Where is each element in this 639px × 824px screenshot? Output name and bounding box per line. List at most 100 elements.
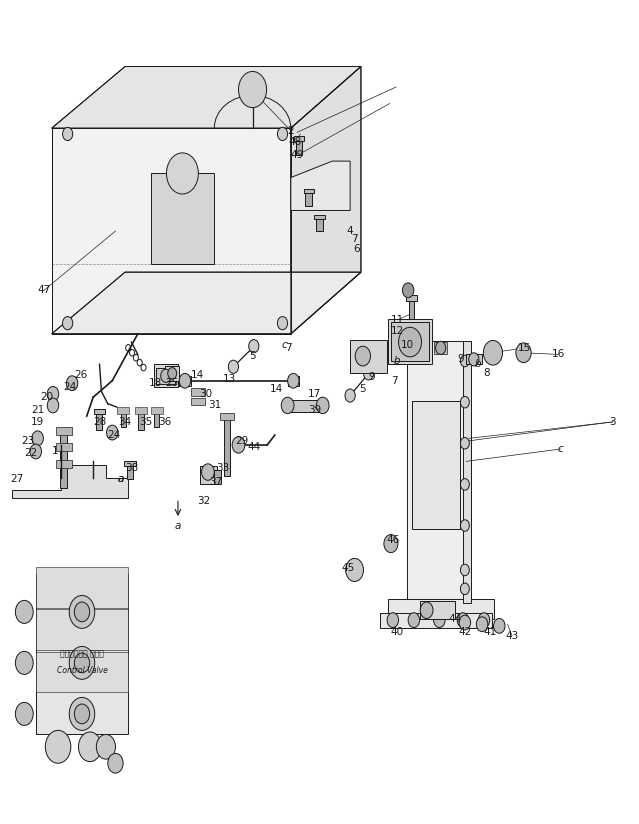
Text: a: a xyxy=(118,475,124,485)
Circle shape xyxy=(316,397,329,414)
Text: 30: 30 xyxy=(199,389,213,399)
Text: 18: 18 xyxy=(148,378,162,388)
Circle shape xyxy=(420,602,433,619)
Bar xyxy=(294,136,304,141)
Bar xyxy=(96,412,102,430)
Bar xyxy=(118,407,130,414)
Text: 6: 6 xyxy=(353,244,360,254)
Circle shape xyxy=(345,389,355,402)
Text: 28: 28 xyxy=(93,417,106,427)
Text: 31: 31 xyxy=(208,400,221,410)
Text: 17: 17 xyxy=(308,389,321,399)
Circle shape xyxy=(399,327,422,357)
Circle shape xyxy=(96,734,116,759)
Text: 8: 8 xyxy=(483,368,490,377)
Text: 14: 14 xyxy=(190,370,204,380)
Text: コントロール バルブ: コントロール バルブ xyxy=(60,650,104,658)
Bar xyxy=(199,466,217,485)
Text: 32: 32 xyxy=(197,496,210,506)
Circle shape xyxy=(74,704,89,723)
Bar xyxy=(151,407,163,414)
Bar xyxy=(380,613,491,628)
Text: 33: 33 xyxy=(216,463,229,473)
Text: 9: 9 xyxy=(369,372,375,382)
Circle shape xyxy=(63,128,73,141)
Circle shape xyxy=(69,647,95,679)
Circle shape xyxy=(30,444,42,459)
Text: 15: 15 xyxy=(518,343,532,353)
Text: 10: 10 xyxy=(401,339,414,349)
Text: 2: 2 xyxy=(288,126,294,136)
Circle shape xyxy=(403,283,414,297)
Circle shape xyxy=(249,339,259,353)
Polygon shape xyxy=(291,162,350,210)
Bar xyxy=(409,298,414,319)
Bar xyxy=(157,368,175,384)
Bar xyxy=(214,470,220,485)
Text: 7: 7 xyxy=(351,234,358,244)
Polygon shape xyxy=(291,67,361,334)
Polygon shape xyxy=(151,173,214,264)
Bar xyxy=(190,388,204,396)
Bar xyxy=(36,574,128,734)
Bar xyxy=(36,567,128,608)
Circle shape xyxy=(47,398,59,413)
Circle shape xyxy=(277,128,288,141)
Bar xyxy=(36,610,128,650)
Bar xyxy=(127,465,134,480)
Text: c: c xyxy=(282,339,288,349)
Text: a: a xyxy=(118,475,124,485)
Bar xyxy=(56,427,72,435)
Polygon shape xyxy=(52,129,291,334)
Bar xyxy=(220,413,234,420)
Text: 5: 5 xyxy=(249,351,256,361)
Circle shape xyxy=(458,613,468,628)
Text: 23: 23 xyxy=(21,436,34,446)
Text: 19: 19 xyxy=(31,417,44,427)
Bar xyxy=(190,398,204,405)
Text: 49: 49 xyxy=(291,150,304,161)
Text: 7: 7 xyxy=(392,376,398,386)
Circle shape xyxy=(47,386,59,401)
Circle shape xyxy=(483,340,502,365)
Bar xyxy=(94,409,105,414)
Circle shape xyxy=(478,613,489,628)
Bar xyxy=(408,341,468,603)
Text: 13: 13 xyxy=(222,374,236,384)
Text: 27: 27 xyxy=(10,475,23,485)
Bar xyxy=(125,461,136,466)
Text: b: b xyxy=(474,359,481,369)
Circle shape xyxy=(384,535,398,553)
Circle shape xyxy=(288,373,299,388)
Text: 41: 41 xyxy=(484,627,497,638)
Text: 45: 45 xyxy=(342,564,355,574)
Text: 48: 48 xyxy=(289,137,302,147)
Circle shape xyxy=(355,346,371,366)
Text: 16: 16 xyxy=(552,349,566,359)
Text: 4: 4 xyxy=(347,226,353,236)
Circle shape xyxy=(277,316,288,330)
Circle shape xyxy=(461,396,469,408)
Text: 35: 35 xyxy=(139,417,153,427)
Bar xyxy=(412,401,460,529)
Circle shape xyxy=(66,376,78,391)
Circle shape xyxy=(461,479,469,490)
Bar xyxy=(288,376,299,386)
Text: 24: 24 xyxy=(107,430,121,440)
Circle shape xyxy=(168,368,176,379)
Circle shape xyxy=(468,353,479,366)
Bar xyxy=(463,341,470,603)
Bar xyxy=(154,364,178,387)
Bar xyxy=(36,652,128,692)
Bar xyxy=(296,138,302,156)
Text: 38: 38 xyxy=(125,463,138,473)
Text: 47: 47 xyxy=(38,285,50,295)
Text: 9: 9 xyxy=(458,353,465,363)
Bar xyxy=(389,599,493,620)
Text: 11: 11 xyxy=(390,315,404,325)
Bar xyxy=(224,414,230,476)
Circle shape xyxy=(459,616,470,630)
Circle shape xyxy=(461,583,469,595)
Text: a: a xyxy=(174,521,181,531)
Text: 22: 22 xyxy=(25,448,38,458)
